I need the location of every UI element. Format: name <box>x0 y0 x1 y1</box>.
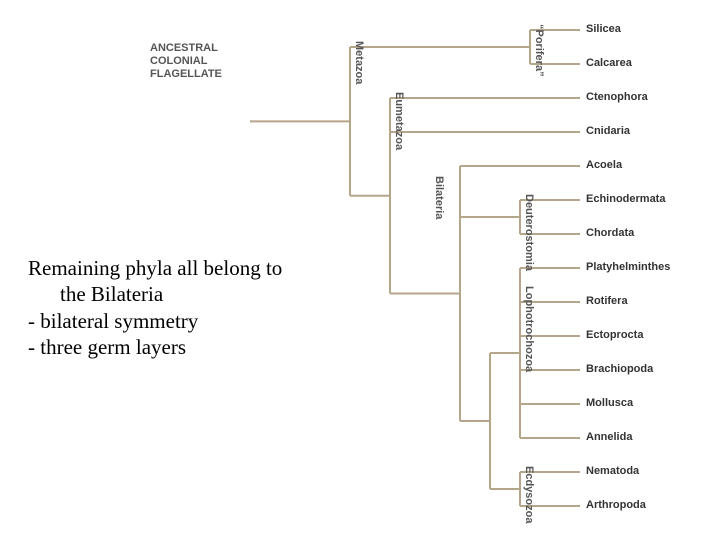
leaf-annelida: Annelida <box>586 431 632 443</box>
leaf-ectoprocta: Ectoprocta <box>586 329 643 341</box>
body-line1: Remaining phyla all belong to <box>28 255 282 281</box>
clade-porifera: “Porifera” <box>533 24 545 77</box>
clade-deuterostomia: Deuterostomia <box>523 194 535 271</box>
clade-eumetazoa: Eumetazoa <box>393 92 405 150</box>
leaf-echinodermata: Echinodermata <box>586 193 665 205</box>
leaf-arthropoda: Arthropoda <box>586 499 646 511</box>
clade-lophotrochozoa: Lophotrochozoa <box>523 286 535 372</box>
leaf-chordata: Chordata <box>586 227 634 239</box>
leaf-silicea: Silicea <box>586 23 621 35</box>
leaf-brachiopoda: Brachiopoda <box>586 363 653 375</box>
leaf-mollusca: Mollusca <box>586 397 633 409</box>
root-label: ANCESTRAL COLONIAL FLAGELLATE <box>150 42 222 82</box>
leaf-rotifera: Rotifera <box>586 295 628 307</box>
leaf-ctenophora: Ctenophora <box>586 91 648 103</box>
leaf-platyhelminthes: Platyhelminthes <box>586 261 670 273</box>
body-line2: the Bilateria <box>28 281 282 307</box>
root-line1: ANCESTRAL <box>150 42 222 55</box>
clade-ecdysozoa: Ecdysozoa <box>523 466 535 523</box>
leaf-acoela: Acoela <box>586 159 622 171</box>
clade-metazoa: Metazoa <box>353 41 365 84</box>
body-line3: - bilateral symmetry <box>28 308 282 334</box>
root-line2: COLONIAL <box>150 55 222 68</box>
body-text: Remaining phyla all belong to the Bilate… <box>28 255 282 360</box>
leaf-cnidaria: Cnidaria <box>586 125 630 137</box>
clade-bilateria: Bilateria <box>433 176 445 219</box>
root-line3: FLAGELLATE <box>150 68 222 81</box>
leaf-calcarea: Calcarea <box>586 57 632 69</box>
body-line4: - three germ layers <box>28 334 282 360</box>
leaf-nematoda: Nematoda <box>586 465 639 477</box>
